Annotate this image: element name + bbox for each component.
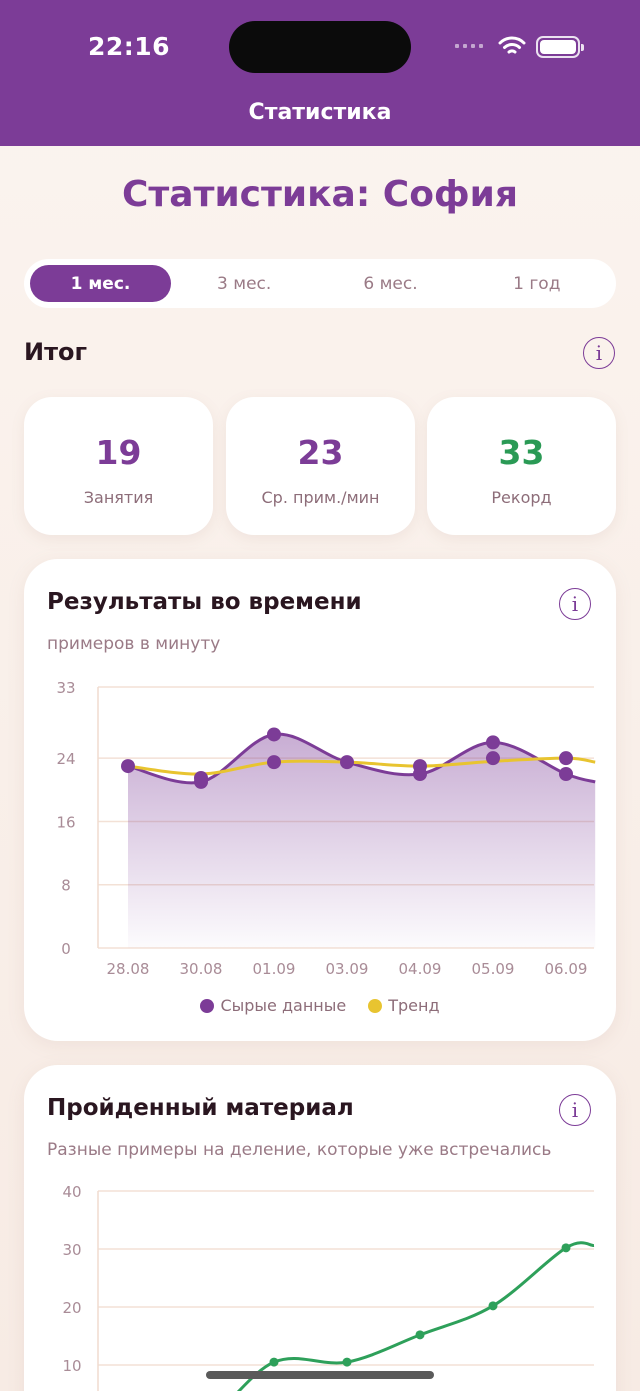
period-tab-1-year[interactable]: 1 год: [513, 273, 561, 294]
raw-data-point: [267, 755, 281, 770]
stat-card-record: 33 Рекорд: [427, 397, 616, 535]
raw-data-point: [413, 767, 427, 781]
legend-swatch-raw: [200, 998, 215, 1013]
stat-label: Рекорд: [491, 488, 552, 507]
results-card-title: Результаты во времени: [47, 589, 362, 615]
page-title: Статистика: София: [122, 174, 518, 215]
raw-data-point: [340, 755, 354, 770]
period-selector: 1 мес. 3 мес. 6 мес. 1 год: [24, 259, 616, 308]
material-card-subtitle: Разные примеры на деление, которые уже в…: [47, 1140, 552, 1160]
y-tick-label: 30: [62, 1241, 81, 1259]
header: 22:16 Статистика: [0, 0, 640, 146]
home-indicator: [206, 1371, 434, 1379]
raw-data-point: [486, 751, 500, 766]
raw-data-point: [267, 727, 281, 742]
y-tick-label: 8: [61, 877, 71, 895]
progress-data-point: [561, 1243, 571, 1253]
x-tick-label: 30.08: [180, 960, 223, 978]
stat-value: 33: [498, 433, 545, 472]
stat-label: Занятия: [83, 488, 154, 507]
progress-data-point: [342, 1357, 352, 1367]
stat-card-average: 23 Ср. прим./мин: [226, 397, 415, 535]
nav-title: Статистика: [248, 100, 392, 125]
raw-data-point: [559, 751, 573, 766]
x-tick-label: 06.09: [545, 960, 588, 978]
legend-swatch-trend: [368, 998, 383, 1013]
results-card: Результаты во времени i примеров в минут…: [24, 559, 616, 1041]
legend-label: Сырые данные: [220, 996, 347, 1015]
status-time: 22:16: [88, 32, 171, 61]
progress-data-point: [488, 1301, 498, 1311]
y-tick-label: 16: [56, 813, 75, 831]
stat-value: 19: [95, 433, 142, 472]
raw-series-line: [127, 732, 596, 785]
dynamic-island: [229, 21, 411, 73]
legend-item-raw: Сырые данные: [200, 996, 346, 1015]
y-tick-label: 33: [56, 679, 75, 697]
results-legend: Сырые данные Тренд: [24, 996, 616, 1015]
raw-data-point: [121, 759, 135, 774]
material-card: Пройденный материал i Разные примеры на …: [24, 1065, 616, 1391]
battery-icon: [536, 36, 584, 58]
raw-data-point: [559, 767, 573, 781]
y-tick-label: 20: [62, 1299, 81, 1317]
period-tab-3-months[interactable]: 3 мес.: [217, 273, 272, 294]
stat-value: 23: [297, 433, 344, 472]
y-tick-label: 40: [62, 1183, 81, 1201]
raw-data-point: [194, 774, 208, 789]
period-tab-6-months[interactable]: 6 мес.: [363, 273, 418, 294]
material-info-icon[interactable]: i: [559, 1094, 591, 1126]
material-chart: 10 20 30 40: [62, 1183, 595, 1391]
raw-area: [128, 734, 596, 948]
summary-title: Итог: [24, 338, 88, 366]
wifi-icon: [498, 36, 526, 54]
results-chart: 0 8 16 24 33 28.08 30.08 01.09 03.09 04.09 05.09 06…: [56, 679, 596, 978]
progress-series-line: [236, 1241, 595, 1391]
y-tick-label: 10: [62, 1357, 81, 1375]
progress-data-point: [269, 1357, 279, 1367]
x-tick-label: 28.08: [107, 960, 150, 978]
y-tick-label: 0: [61, 940, 71, 958]
stat-card-sessions: 19 Занятия: [24, 397, 213, 535]
progress-data-point: [415, 1330, 425, 1340]
x-tick-label: 05.09: [472, 960, 515, 978]
cellular-signal-icon: [455, 44, 483, 48]
y-tick-label: 24: [56, 750, 75, 768]
period-tab-1-month[interactable]: 1 мес.: [30, 265, 171, 302]
x-tick-label: 04.09: [399, 960, 442, 978]
summary-info-icon[interactable]: i: [583, 337, 615, 369]
results-info-icon[interactable]: i: [559, 588, 591, 620]
legend-item-trend: Тренд: [368, 996, 440, 1015]
legend-label: Тренд: [388, 996, 440, 1015]
x-tick-label: 03.09: [326, 960, 369, 978]
raw-data-point: [486, 735, 500, 750]
x-tick-label: 01.09: [253, 960, 296, 978]
material-card-title: Пройденный материал: [47, 1095, 354, 1121]
stat-label: Ср. прим./мин: [261, 488, 380, 507]
results-card-subtitle: примеров в минуту: [47, 634, 221, 654]
